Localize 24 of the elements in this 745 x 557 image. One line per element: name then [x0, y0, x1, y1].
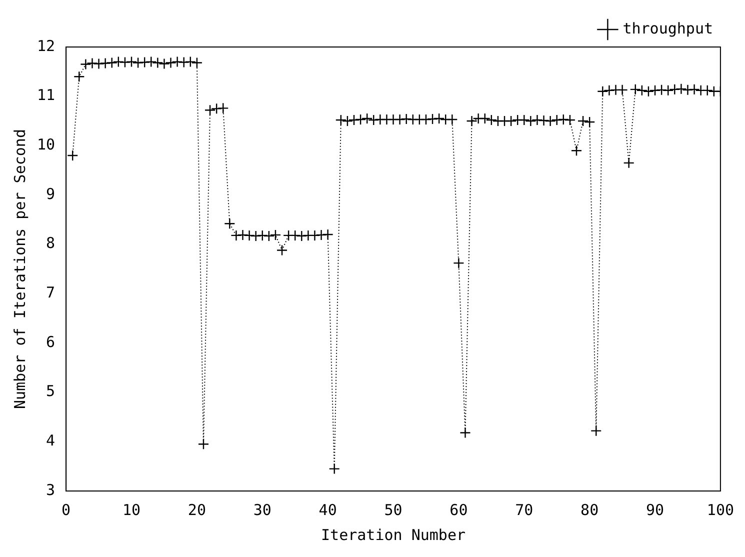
y-tick-label: 8 — [46, 234, 56, 252]
y-tick-label: 5 — [46, 382, 56, 400]
legend-label: throughput — [622, 19, 714, 38]
x-axis-title: Iteration Number — [321, 526, 466, 544]
x-tick-label: 50 — [384, 500, 402, 519]
x-tick-label: 10 — [122, 500, 141, 519]
y-tick-label: 4 — [46, 432, 56, 450]
x-tick-label: 100 — [706, 500, 734, 519]
x-tick-label: 0 — [62, 500, 71, 519]
x-tick-label: 30 — [253, 500, 272, 519]
y-tick-label: 9 — [46, 184, 56, 203]
y-tick-label: 11 — [37, 86, 56, 104]
x-tick-label: 80 — [580, 500, 599, 519]
y-tick-label: 7 — [46, 284, 56, 302]
y-tick-label: 3 — [46, 480, 56, 499]
y-tick-label: 10 — [37, 136, 56, 154]
y-tick-label: 6 — [46, 332, 56, 351]
y-tick-label: 12 — [37, 36, 56, 55]
x-tick-label: 90 — [646, 500, 664, 519]
x-tick-label: 60 — [450, 500, 468, 519]
x-tick-label: 20 — [188, 500, 206, 519]
x-tick-label: 40 — [318, 500, 337, 519]
y-axis-title: Number of Iterations per Second — [10, 129, 29, 409]
x-tick-label: 70 — [515, 500, 534, 519]
